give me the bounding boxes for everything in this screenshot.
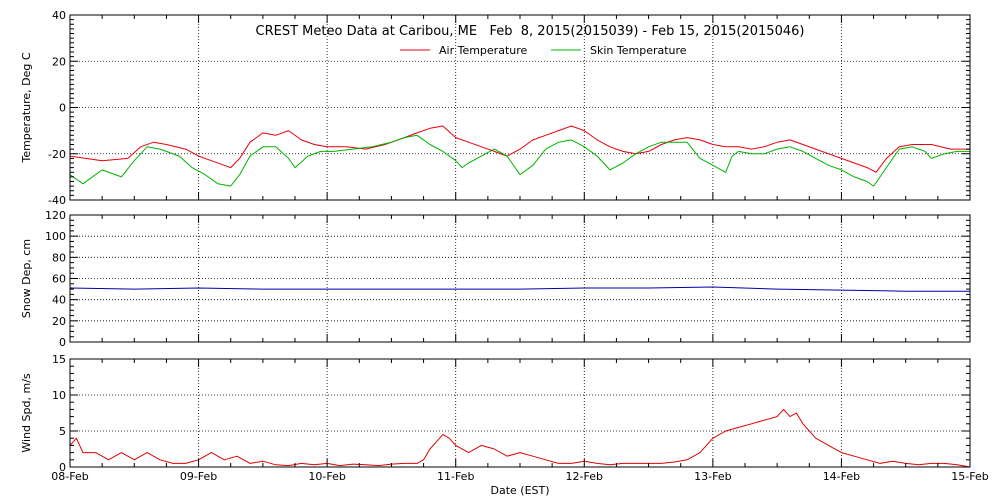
y-tick-label: 100 [45,230,66,243]
wind-series [69,408,971,468]
legend-skin-label: Skin Temperature [590,44,687,57]
y-tick-label: 10 [52,389,66,402]
x-tick-labels: 08-Feb 09-Feb 10-Feb 11-Feb 12-Feb 13-Feb 14-F… [51,470,988,483]
temperature-grid [70,15,970,200]
y-tick-label: 40 [52,9,66,22]
y-tick-label: 60 [52,273,66,286]
y-tick-label: 0 [59,336,66,349]
wind-speed-line [69,408,971,468]
x-tick-label: 09-Feb [180,470,217,483]
y-tick-label: 0 [59,461,66,474]
snow-depth-line [69,286,970,292]
x-tick-label: 15-Feb [951,470,988,483]
y-tick-label: 20 [52,315,66,328]
temperature-frame [69,14,971,201]
y-tick-label: 15 [52,353,66,366]
y-tick-label: 120 [45,209,66,222]
x-tick-label: 14-Feb [823,470,860,483]
wind-panel: 0 5 10 15 Wind Spd, m/s [20,353,971,474]
snow-grid [70,215,970,342]
x-tick-label: 11-Feb [437,470,474,483]
chart-title: CREST Meteo Data at Caribou, ME Feb 8, 2… [256,24,805,39]
y-tick-label: 40 [52,294,66,307]
y-tick-label: 20 [52,55,66,68]
snow-series [69,286,970,292]
air-temperature-line [69,125,970,173]
temperature-panel: -40 -20 0 20 40 Temperature, Deg C [20,9,971,207]
snow-y-label: Snow Dep, cm [20,239,33,318]
x-axis-label: Date (EST) [490,484,549,497]
legend: Air Temperature Skin Temperature [400,44,687,57]
x-tick-label: 10-Feb [308,470,345,483]
x-tick-label: 13-Feb [694,470,731,483]
y-tick-label: 80 [52,251,66,264]
temperature-series [69,125,970,187]
y-tick-label: -20 [48,148,66,161]
temperature-y-label: Temperature, Deg C [20,52,33,163]
x-tick-label: 08-Feb [51,470,88,483]
snow-panel: 0 20 40 60 80 100 120 Snow Dep, cm [20,209,971,349]
y-tick-label: -40 [48,194,66,207]
x-tick-label: 12-Feb [566,470,603,483]
y-tick-label: 5 [59,425,66,438]
skin-temperature-line [69,134,970,187]
snow-ticks: 0 20 40 60 80 100 120 [45,209,971,349]
wind-y-label: Wind Spd, m/s [20,373,33,453]
y-tick-label: 0 [59,102,66,115]
snow-frame [69,214,971,343]
wind-frame [69,358,971,468]
wind-grid [70,359,970,467]
legend-air-label: Air Temperature [439,44,528,57]
